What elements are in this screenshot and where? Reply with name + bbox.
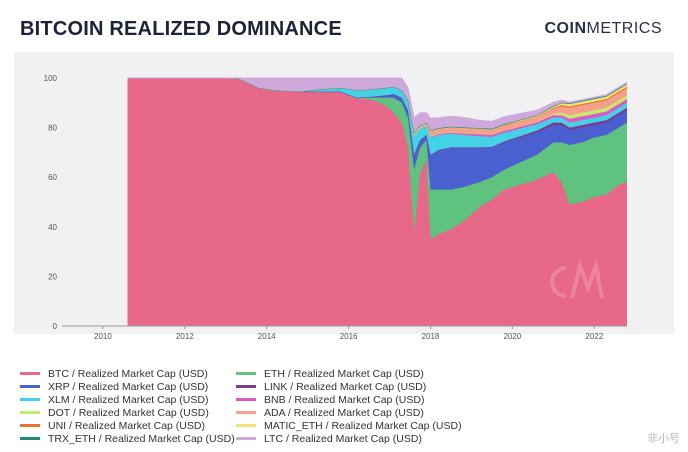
legend-swatch [20, 398, 40, 401]
y-tick-label-3: 60 [48, 173, 57, 182]
legend-swatch [236, 372, 256, 375]
coinmetrics-logo: COINMETRICS [544, 20, 662, 37]
legend-label: TRX_ETH / Realized Market Cap (USD) [48, 432, 235, 445]
y-tick-label-1: 20 [48, 272, 57, 281]
legend-swatch [236, 437, 256, 440]
watermark: 非小号 [647, 433, 680, 445]
legend-item[interactable]: BTC / Realized Market Cap (USD) [20, 367, 236, 380]
legend-label: LINK / Realized Market Cap (USD) [264, 380, 427, 393]
legend-swatch [20, 437, 40, 440]
area-series-line-11 [127, 77, 628, 122]
x-tick-label-4: 2018 [422, 332, 440, 341]
legend-label: DOT / Realized Market Cap (USD) [48, 406, 209, 419]
x-tick-label-1: 2012 [176, 332, 194, 341]
legend-item[interactable]: XLM / Realized Market Cap (USD) [20, 393, 236, 406]
y-tick-label-2: 40 [48, 223, 57, 232]
legend-swatch [20, 424, 40, 427]
legend-item[interactable]: LINK / Realized Market Cap (USD) [236, 380, 516, 393]
x-tick-label-5: 2020 [503, 332, 521, 341]
legend-label: XRP / Realized Market Cap (USD) [48, 380, 209, 393]
legend-label: BTC / Realized Market Cap (USD) [48, 367, 208, 380]
legend-label: MATIC_ETH / Realized Market Cap (USD) [264, 419, 462, 432]
x-tick-label-2: 2014 [258, 332, 276, 341]
area-series-0 [127, 78, 627, 326]
legend-label: BNB / Realized Market Cap (USD) [264, 393, 425, 406]
legend-swatch [236, 424, 256, 427]
y-tick-label-4: 80 [48, 124, 57, 133]
y-tick-label-5: 100 [44, 74, 58, 83]
x-tick-label-3: 2016 [340, 332, 358, 341]
legend-swatch [236, 385, 256, 388]
chart-title: BITCOIN REALIZED DOMINANCE [20, 18, 342, 40]
y-tick-label-0: 0 [53, 322, 58, 331]
area-series-11 [127, 78, 627, 133]
legend-swatch [20, 411, 40, 414]
legend-swatch [236, 398, 256, 401]
legend-swatch [20, 372, 40, 375]
legend-swatch [236, 411, 256, 414]
legend-item[interactable]: BNB / Realized Market Cap (USD) [236, 393, 516, 406]
area-series-2 [127, 78, 627, 190]
legend-label: LTC / Realized Market Cap (USD) [264, 432, 422, 445]
legend-item[interactable]: XRP / Realized Market Cap (USD) [20, 380, 236, 393]
legend-label: ETH / Realized Market Cap (USD) [264, 367, 424, 380]
legend-label: UNI / Realized Market Cap (USD) [48, 419, 205, 432]
legend-item[interactable]: LTC / Realized Market Cap (USD) [236, 432, 516, 445]
legend-item[interactable]: UNI / Realized Market Cap (USD) [20, 419, 236, 432]
x-tick-label-0: 2010 [94, 332, 112, 341]
legend-swatch [20, 385, 40, 388]
cm-watermark-icon [550, 258, 604, 299]
legend-item[interactable]: TRX_ETH / Realized Market Cap (USD) [20, 432, 236, 445]
legend-label: ADA / Realized Market Cap (USD) [264, 406, 424, 419]
legend-label: XLM / Realized Market Cap (USD) [48, 393, 209, 406]
chart-legend: BTC / Realized Market Cap (USD) ETH / Rea… [20, 367, 540, 445]
legend-item[interactable]: MATIC_ETH / Realized Market Cap (USD) [236, 419, 516, 432]
area-series-4 [127, 78, 627, 155]
x-tick-label-6: 2022 [585, 332, 603, 341]
legend-item[interactable]: ADA / Realized Market Cap (USD) [236, 406, 516, 419]
legend-item[interactable]: DOT / Realized Market Cap (USD) [20, 406, 236, 419]
legend-item[interactable]: ETH / Realized Market Cap (USD) [236, 367, 516, 380]
